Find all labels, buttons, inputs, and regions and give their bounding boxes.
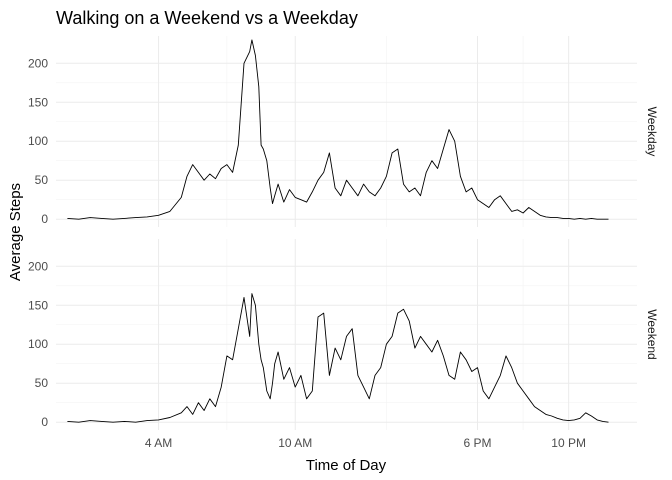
y-tick-label: 0: [41, 212, 48, 226]
y-tick-label: 50: [35, 376, 49, 390]
x-tick-label: 10 PM: [551, 436, 586, 450]
panel-weekday: 0 50 100 150 200 Weekday: [28, 36, 659, 227]
y-tick-label: 200: [28, 56, 48, 70]
y-tick-label: 50: [35, 173, 49, 187]
y-tick-label: 100: [28, 337, 48, 351]
y-tick-label: 150: [28, 95, 48, 109]
y-axis-title: Average Steps: [7, 183, 24, 281]
x-axis-title: Time of Day: [306, 457, 387, 474]
y-tick-label: 200: [28, 259, 48, 273]
series-line-weekday: [67, 39, 609, 220]
facet-label-weekend: Weekend: [645, 309, 659, 359]
chart-title: Walking on a Weekend vs a Weekday: [56, 8, 358, 28]
series-line-weekend: [67, 293, 609, 423]
x-tick-label: 4 AM: [145, 436, 172, 450]
panel-weekend: 0 50 100 150 200 Weekend: [28, 239, 659, 430]
facet-label-weekday: Weekday: [645, 107, 659, 157]
x-tick-label: 6 PM: [464, 436, 492, 450]
y-tick-label: 100: [28, 134, 48, 148]
y-tick-label: 150: [28, 298, 48, 312]
x-tick-label: 10 AM: [278, 436, 312, 450]
y-tick-label: 0: [41, 415, 48, 429]
